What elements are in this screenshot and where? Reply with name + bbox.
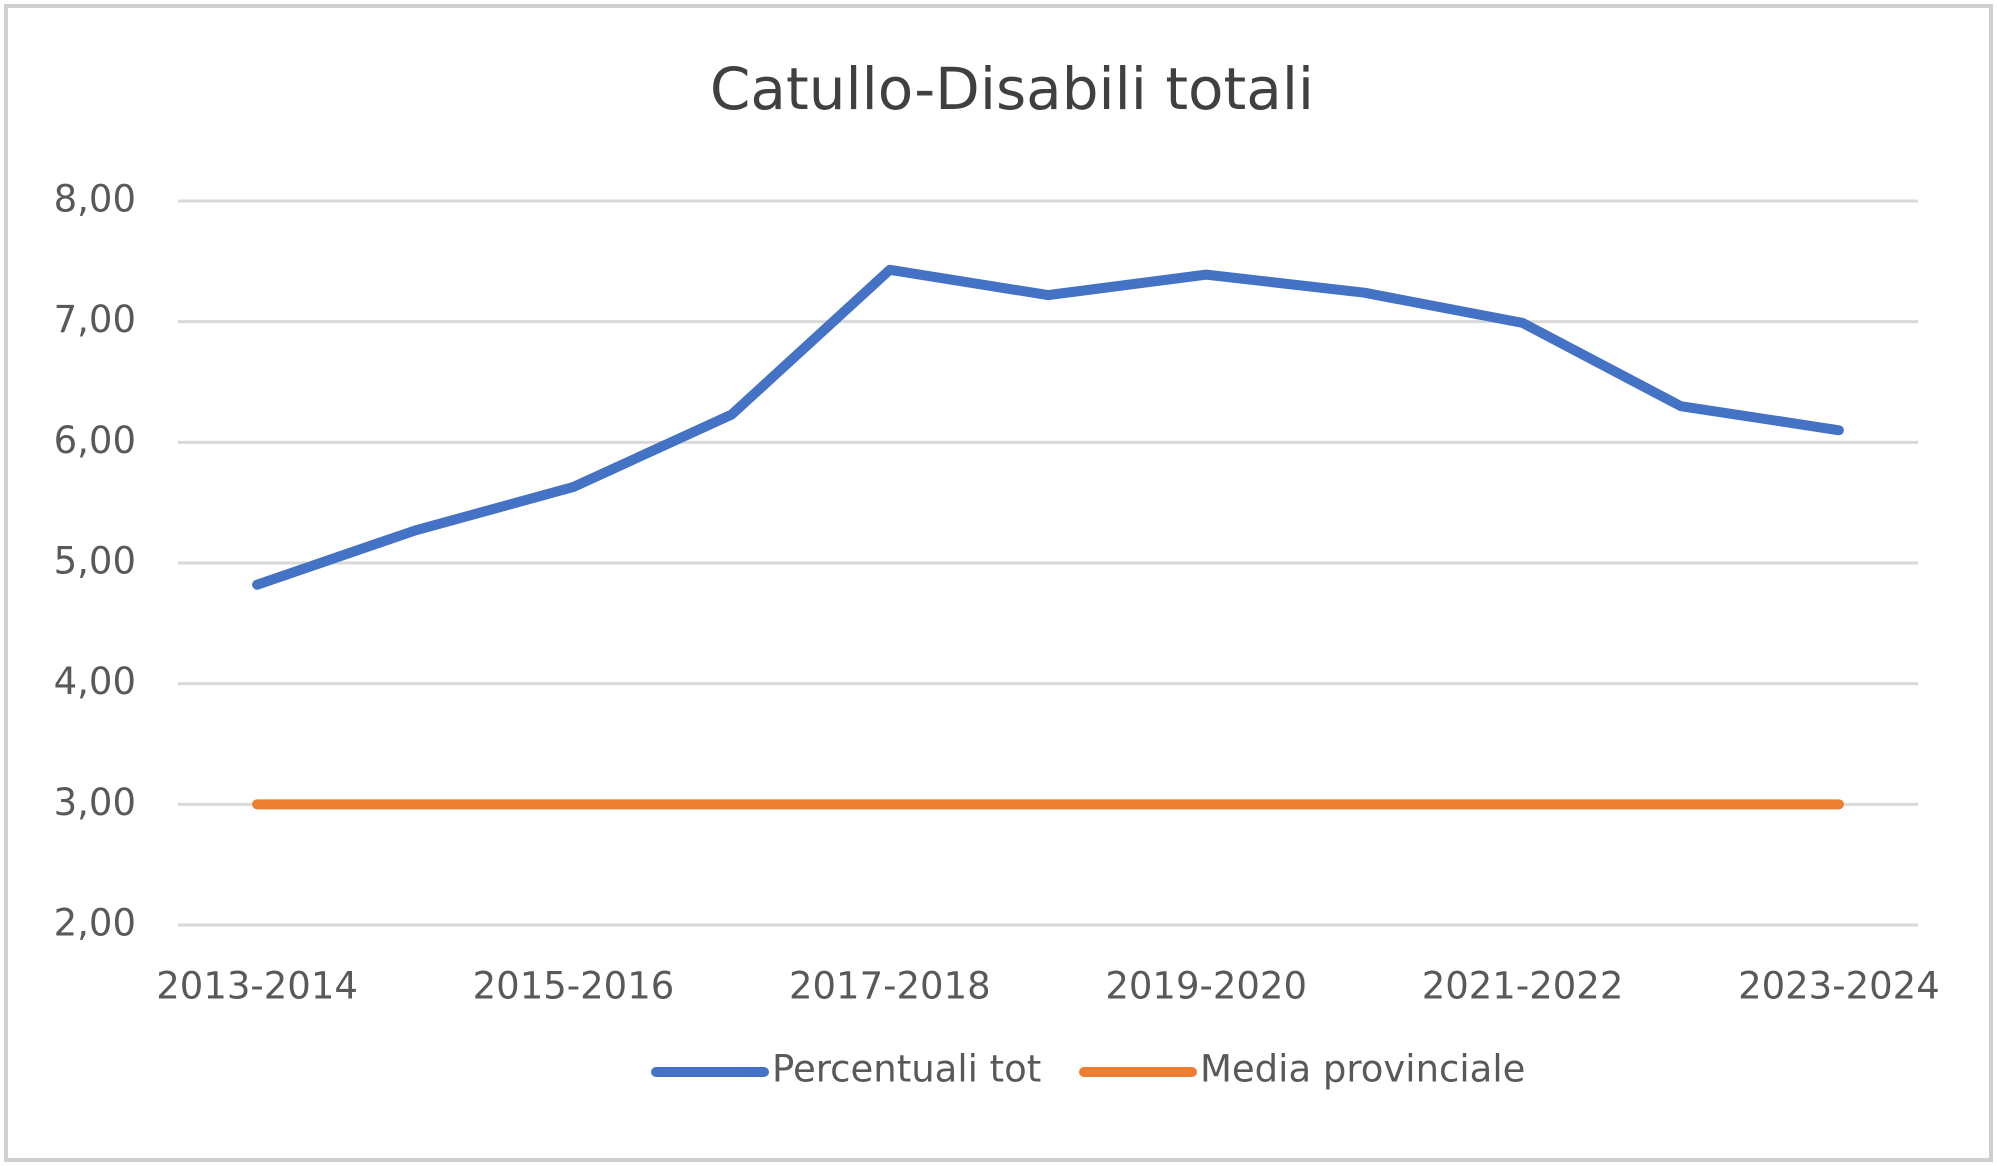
x-tick-label: 2019-2020 [1105, 965, 1307, 1008]
y-tick-label: 8,00 [54, 178, 136, 221]
legend-label: Percentuali tot [772, 1048, 1041, 1091]
y-tick-label: 4,00 [54, 660, 136, 703]
x-tick-label: 2023-2024 [1738, 965, 1940, 1008]
x-tick-label: 2021-2022 [1422, 965, 1624, 1008]
y-tick-label: 6,00 [54, 419, 136, 462]
y-tick-label: 2,00 [54, 902, 136, 945]
chart-title: Catullo-Disabili totali [710, 55, 1314, 123]
y-tick-label: 7,00 [54, 298, 136, 341]
x-tick-label: 2017-2018 [789, 965, 991, 1008]
chart-frame [4, 4, 1993, 1162]
legend-label: Media provinciale [1200, 1048, 1525, 1091]
x-tick-label: 2013-2014 [156, 965, 358, 1008]
x-tick-label: 2015-2016 [473, 965, 675, 1008]
y-tick-label: 5,00 [54, 540, 136, 583]
y-tick-label: 3,00 [54, 781, 136, 824]
data-line [252, 264, 1844, 590]
